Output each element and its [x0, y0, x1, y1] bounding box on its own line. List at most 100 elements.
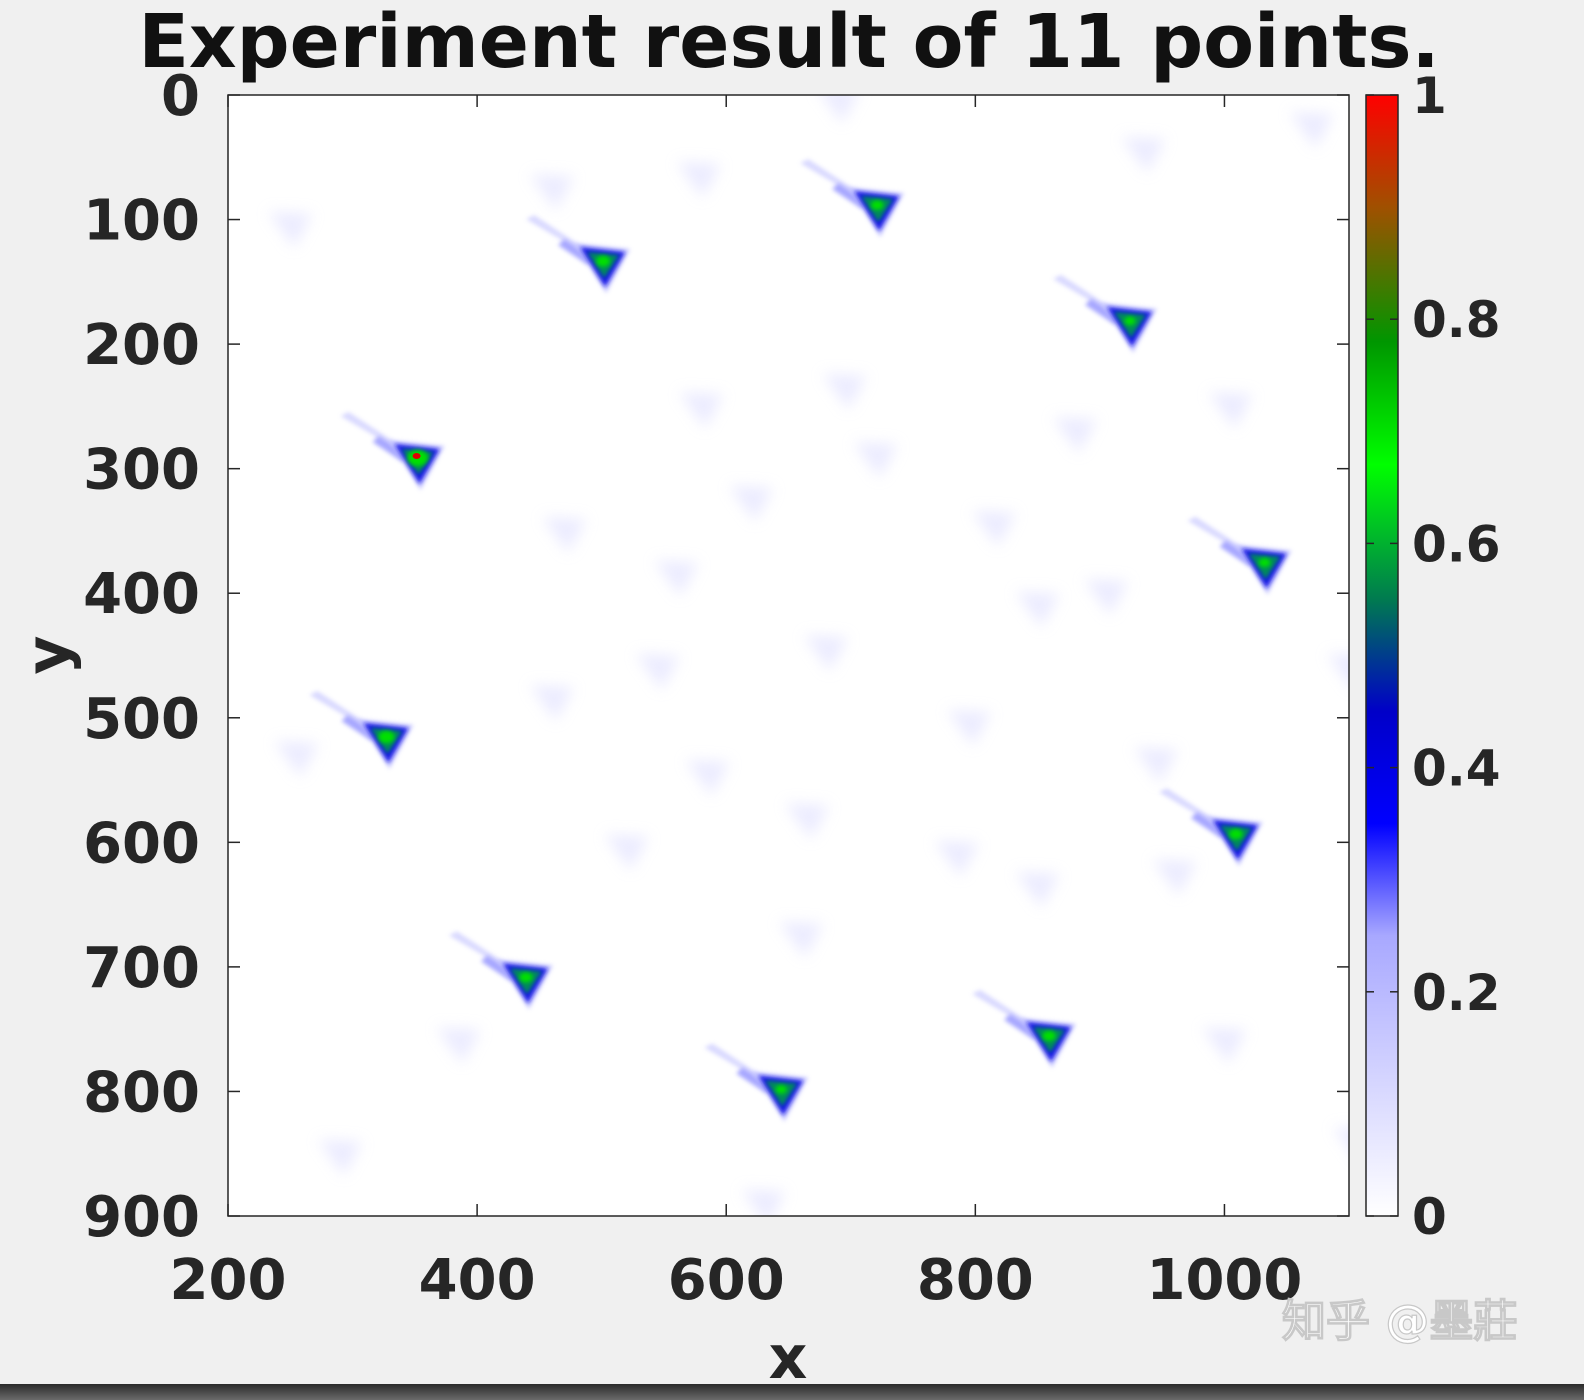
faint-spot [778, 921, 823, 958]
colorbar-tick-label: 0 [1412, 1188, 1447, 1246]
x-axis: 200 400 600 800 1000 [170, 95, 1303, 1313]
spot [800, 159, 905, 238]
faint-spot [604, 834, 649, 871]
faint-spot [1327, 653, 1349, 685]
plot-area [228, 95, 1349, 1216]
y-tick-label: 400 [83, 562, 200, 627]
faint-spot [822, 373, 867, 410]
faint-spot [542, 516, 587, 553]
spot [526, 215, 631, 294]
spot [448, 931, 553, 1010]
faint-spot [268, 211, 313, 248]
y-tick-label: 700 [83, 936, 200, 1001]
spot-core [1124, 316, 1136, 326]
colorbar-tick-label: 0.4 [1412, 740, 1501, 798]
colorbar-tick-label: 0.8 [1412, 291, 1501, 349]
x-tick-label: 400 [419, 1248, 536, 1313]
window-bottom-edge [0, 1384, 1584, 1400]
spot [309, 690, 414, 769]
faint-spot [679, 392, 724, 429]
y-tick-label: 500 [83, 687, 200, 752]
x-axis-label: x [769, 1323, 808, 1393]
faint-spot [1015, 871, 1060, 908]
faint-spot [1289, 112, 1334, 149]
faint-spot [1208, 392, 1253, 429]
y-axis-label: y [13, 635, 83, 674]
faint-spot [318, 1139, 363, 1176]
y-tick-label: 100 [83, 189, 200, 254]
faint-spot [676, 161, 721, 198]
spot-streak-inner [558, 239, 593, 266]
faint-spot [785, 803, 830, 840]
faint-spot [654, 560, 699, 597]
spot [1053, 274, 1158, 353]
y-tick-label: 800 [83, 1060, 200, 1125]
faint-spot [635, 653, 680, 690]
spot-peak [412, 452, 421, 459]
colorbar-tick-label: 0.6 [1412, 515, 1501, 573]
y-tick-label: 600 [83, 811, 200, 876]
spot-streak-inner [1085, 298, 1120, 325]
spot-streak-inner [1004, 1013, 1039, 1040]
spot [1187, 516, 1292, 595]
spot-core [519, 972, 533, 983]
faint-spot [1052, 417, 1097, 454]
faint-spot [1202, 1027, 1247, 1064]
spot-streak-inner [480, 955, 515, 982]
faint-spot [803, 635, 848, 672]
spot-streak-inner [1190, 812, 1225, 839]
x-tick-label: 1000 [1147, 1248, 1303, 1313]
y-tick-label: 900 [83, 1185, 200, 1250]
spot-streak-inner [832, 183, 867, 210]
colorbar-tick-label: 1 [1412, 67, 1447, 125]
spot-core [1258, 558, 1271, 568]
spots-layer [309, 159, 1292, 1122]
y-axis: 0 100 200 300 400 500 600 700 800 900 [83, 64, 1349, 1250]
spot-core [1229, 828, 1243, 840]
faint-spot [1121, 137, 1166, 174]
spot-streak-inner [1219, 540, 1254, 567]
faint-spot [436, 1027, 481, 1064]
faint-spot [1015, 591, 1060, 628]
faint-spot [274, 741, 319, 778]
faint-spot [934, 840, 979, 877]
faint-spot [729, 485, 774, 522]
colorbar-ticks: 0 0.2 0.4 0.6 0.8 1 [1366, 67, 1501, 1246]
spot-core [596, 255, 611, 267]
x-tick-label: 600 [668, 1248, 785, 1313]
spot-core [1042, 1030, 1056, 1042]
y-tick-label: 0 [161, 64, 200, 129]
faint-spot [1133, 747, 1178, 784]
spot-core [378, 730, 395, 744]
faint-spot [853, 442, 898, 479]
colorbar-tick-label: 0.2 [1412, 964, 1501, 1022]
faint-spot [685, 759, 730, 796]
watermark-text: 知乎 @墨莊 [1282, 1296, 1517, 1347]
spot [704, 1043, 809, 1122]
faint-spot [972, 510, 1017, 547]
spot [1158, 788, 1263, 867]
faint-spot [741, 1189, 786, 1216]
faint-spot [947, 710, 992, 747]
spot [340, 411, 445, 490]
x-tick-label: 800 [917, 1248, 1034, 1313]
y-tick-label: 300 [83, 438, 200, 503]
faint-spot [1084, 579, 1129, 616]
spot [972, 989, 1077, 1068]
faint-spot [821, 95, 858, 124]
spot-streak-inner [341, 714, 376, 741]
faint-spot [1152, 859, 1197, 896]
y-tick-label: 200 [83, 313, 200, 378]
faint-spot [529, 685, 574, 722]
spot-streak-inner [736, 1067, 771, 1094]
x-tick-label: 200 [170, 1248, 287, 1313]
faint-spot [529, 174, 574, 211]
spot-core [775, 1085, 787, 1094]
chart-title: Experiment result of 11 points. [138, 0, 1439, 85]
faint-spot [1333, 1127, 1349, 1150]
faint-spots-layer [268, 95, 1349, 1216]
spot-core [870, 200, 884, 210]
spot-streak-inner [372, 435, 407, 462]
plot-frame [227, 94, 1350, 1217]
